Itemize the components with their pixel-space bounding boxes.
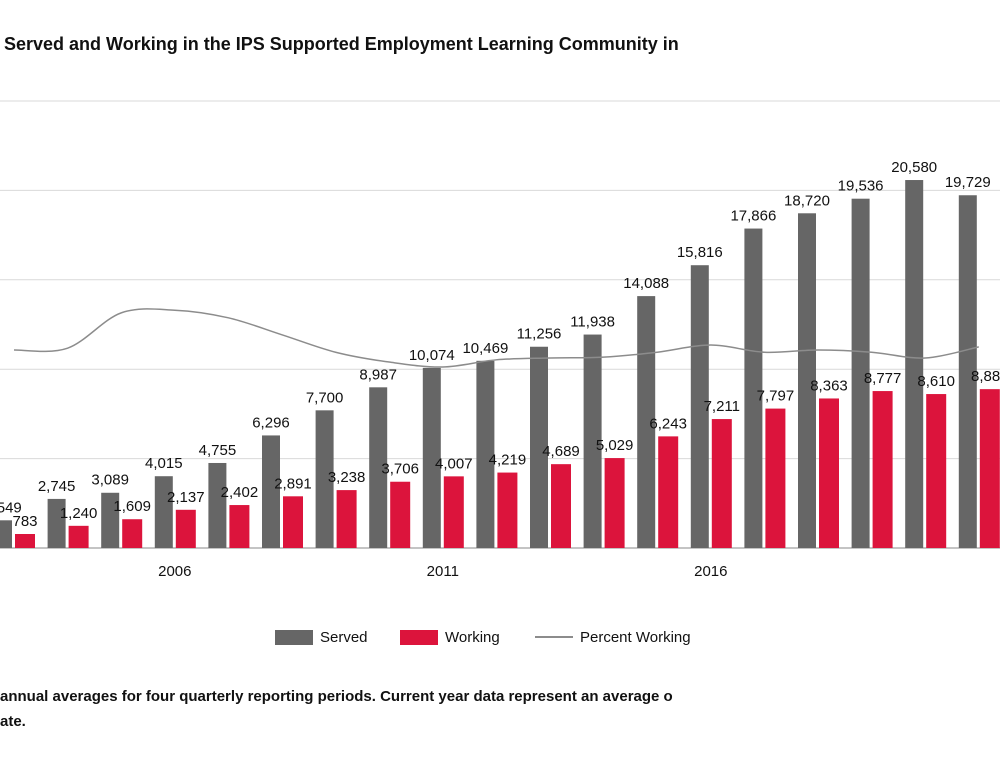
value-label: 3,238: [328, 469, 366, 486]
bar: [637, 296, 656, 548]
legend-label: Served: [320, 629, 368, 646]
footnote: ate.: [0, 713, 26, 730]
value-label: 7,797: [757, 388, 795, 405]
bar: [819, 398, 839, 548]
bar: [979, 389, 1000, 548]
x-tick-label: 2011: [427, 563, 459, 580]
value-label: 8,363: [810, 377, 848, 394]
value-label: 8,610: [917, 373, 955, 390]
value-label: 4,015: [145, 455, 183, 472]
x-tick-label: 2016: [694, 563, 727, 580]
value-label: 3,706: [381, 461, 419, 478]
bar: [262, 435, 280, 548]
value-label: 2,402: [221, 484, 259, 501]
value-label: 11,256: [517, 326, 562, 343]
value-label: 10,469: [462, 340, 508, 357]
bar: [47, 498, 66, 548]
value-label: 1,549: [0, 499, 22, 516]
legend-label: Percent Working: [580, 629, 691, 646]
bar: [497, 472, 518, 548]
bar: [122, 519, 143, 548]
bar: [798, 213, 816, 548]
bar: [583, 334, 602, 548]
bar: [765, 408, 786, 548]
x-tick-label: 2006: [158, 563, 191, 580]
bar: [369, 387, 388, 548]
value-label: 1,240: [60, 505, 98, 522]
value-label: 4,689: [542, 443, 580, 460]
value-label: 4,219: [489, 452, 527, 469]
value-label: 3,089: [91, 472, 129, 489]
value-label: 2,891: [274, 475, 312, 492]
bar: [690, 265, 709, 548]
bar: [530, 346, 548, 548]
bar: [336, 490, 357, 548]
value-label: 783: [12, 513, 37, 530]
value-label: 7,700: [306, 389, 344, 406]
value-label: 11,938: [570, 314, 615, 331]
value-label: 18,720: [784, 192, 830, 209]
bar: [905, 180, 924, 548]
bar: [390, 481, 411, 548]
value-label: 2,745: [38, 478, 76, 495]
value-label: 10,074: [409, 347, 455, 364]
bar: [711, 419, 732, 548]
bar: [154, 476, 173, 548]
bar: [958, 195, 977, 548]
value-label: 17,866: [730, 208, 776, 225]
bar: [229, 505, 250, 548]
bar: [315, 410, 334, 548]
value-label: 15,816: [677, 244, 723, 261]
bar: [851, 198, 870, 548]
bar: [443, 476, 464, 548]
bar: [101, 492, 120, 548]
value-label: 6,296: [252, 414, 290, 431]
legend-swatch: [400, 630, 438, 645]
value-label: 1,609: [113, 498, 151, 515]
bar: [926, 394, 947, 548]
bar: [15, 533, 35, 548]
bar: [283, 496, 303, 548]
value-label: 7,211: [704, 398, 740, 415]
value-label: 8,777: [864, 370, 902, 387]
value-label: 6,243: [649, 415, 687, 432]
percent-line: [13, 308, 979, 368]
value-label: 19,729: [945, 174, 991, 191]
bar: [422, 367, 441, 548]
legend-swatch: [275, 630, 313, 645]
bar: [744, 228, 763, 549]
footnote: annual averages for four quarterly repor…: [0, 688, 673, 705]
value-label: 8,987: [359, 366, 397, 383]
value-label: 5,029: [596, 437, 634, 454]
bar: [872, 391, 893, 548]
bar: [0, 520, 12, 548]
bar: [68, 525, 89, 548]
value-label: 19,536: [838, 178, 884, 195]
bar: [175, 509, 196, 548]
bar: [208, 462, 227, 548]
value-label: 20,580: [891, 159, 937, 176]
chart-title: Served and Working in the IPS Supported …: [4, 34, 679, 54]
bar: [476, 360, 495, 548]
value-label: 4,007: [435, 455, 473, 472]
legend-label: Working: [445, 629, 500, 646]
value-label: 4,755: [199, 442, 237, 459]
bar: [551, 464, 571, 548]
value-label: 14,088: [623, 275, 669, 292]
value-label: 2,137: [167, 489, 205, 506]
value-label: 8,884: [971, 368, 1000, 385]
bar: [604, 458, 625, 548]
bar: [658, 436, 679, 548]
